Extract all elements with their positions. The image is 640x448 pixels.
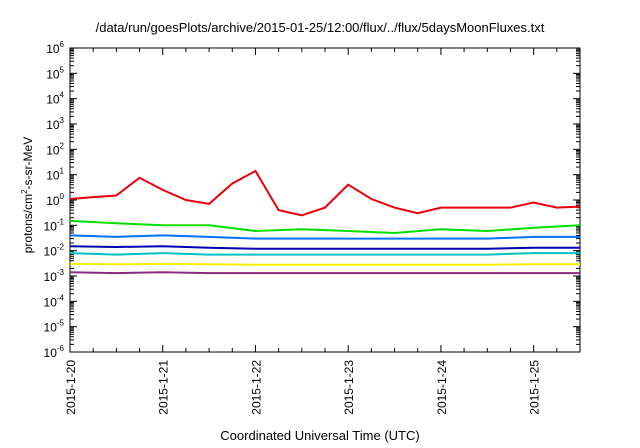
y-tick-label: 10-1	[44, 217, 65, 233]
y-tick-label: 10-3	[44, 268, 65, 284]
chart-title: /data/run/goesPlots/archive/2015-01-25/1…	[95, 20, 545, 35]
y-tick-label: 101	[46, 167, 64, 183]
series-line-6	[70, 262, 580, 266]
series-line-7	[70, 271, 580, 275]
y-tick-label: 104	[46, 91, 64, 107]
y-tick-label: 102	[46, 141, 64, 157]
y-tick-label: 10-5	[44, 319, 65, 335]
y-tick-label: 106	[46, 40, 64, 56]
x-tick-label: 2015-1-24	[435, 360, 449, 415]
x-tick-label: 2015-1-22	[249, 360, 263, 415]
y-tick-label: 10-6	[44, 344, 65, 360]
series-line-2	[70, 219, 580, 235]
x-tick-label: 2015-1-20	[64, 360, 78, 415]
y-tick-label: 10-4	[44, 293, 65, 309]
x-axis-label: Coordinated Universal Time (UTC)	[220, 428, 420, 443]
x-tick-label: 2015-1-25	[528, 360, 542, 415]
y-tick-label: 100	[46, 192, 64, 208]
series-line-4	[70, 245, 580, 250]
x-tick-label: 2015-1-21	[157, 360, 171, 415]
series-line-1	[70, 169, 580, 217]
plot-frame	[69, 47, 581, 353]
x-tick-label: 2015-1-23	[342, 360, 356, 415]
series-line-3	[70, 234, 580, 240]
series-line-5	[70, 252, 580, 256]
y-tick-label: 10-2	[44, 243, 65, 259]
y-tick-label: 103	[46, 116, 64, 132]
y-tick-label: 105	[46, 65, 64, 81]
